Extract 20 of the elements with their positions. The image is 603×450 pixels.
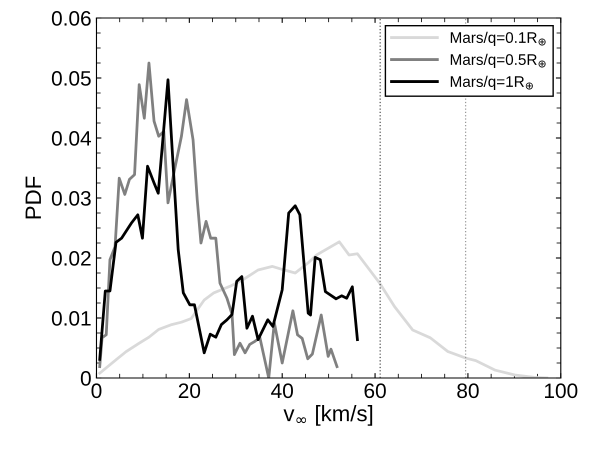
legend-label: Mars/q=1R$_{⊕}$	[450, 76, 533, 90]
line-series	[98, 240, 548, 378]
legend-label: Mars/q=0.1R$_{⊕}$	[450, 32, 546, 46]
y-tick-label: 0.06	[52, 11, 91, 26]
legend-label: Mars/q=0.5R$_{⊕}$	[450, 54, 546, 68]
x-tick-label: 0	[92, 383, 102, 398]
x-axis-title: v$_{∞}$ [km/s]	[283, 405, 372, 426]
x-tick-label: 100	[545, 383, 578, 398]
y-tick-label: 0.05	[52, 71, 91, 86]
y-tick-label: 0.04	[52, 131, 92, 146]
y-tick-label: 0.03	[52, 191, 91, 206]
line-series	[98, 62, 338, 378]
x-tick-label: 60	[364, 383, 386, 398]
x-tick-label: 20	[178, 383, 200, 398]
y-axis-title: PDF	[26, 176, 41, 218]
y-tick-label: 0.01	[52, 311, 91, 326]
x-tick-label: 80	[457, 383, 479, 398]
y-tick-label: 0.02	[52, 251, 91, 266]
y-tick-label: 0	[80, 371, 91, 386]
x-tick-label: 40	[271, 383, 293, 398]
